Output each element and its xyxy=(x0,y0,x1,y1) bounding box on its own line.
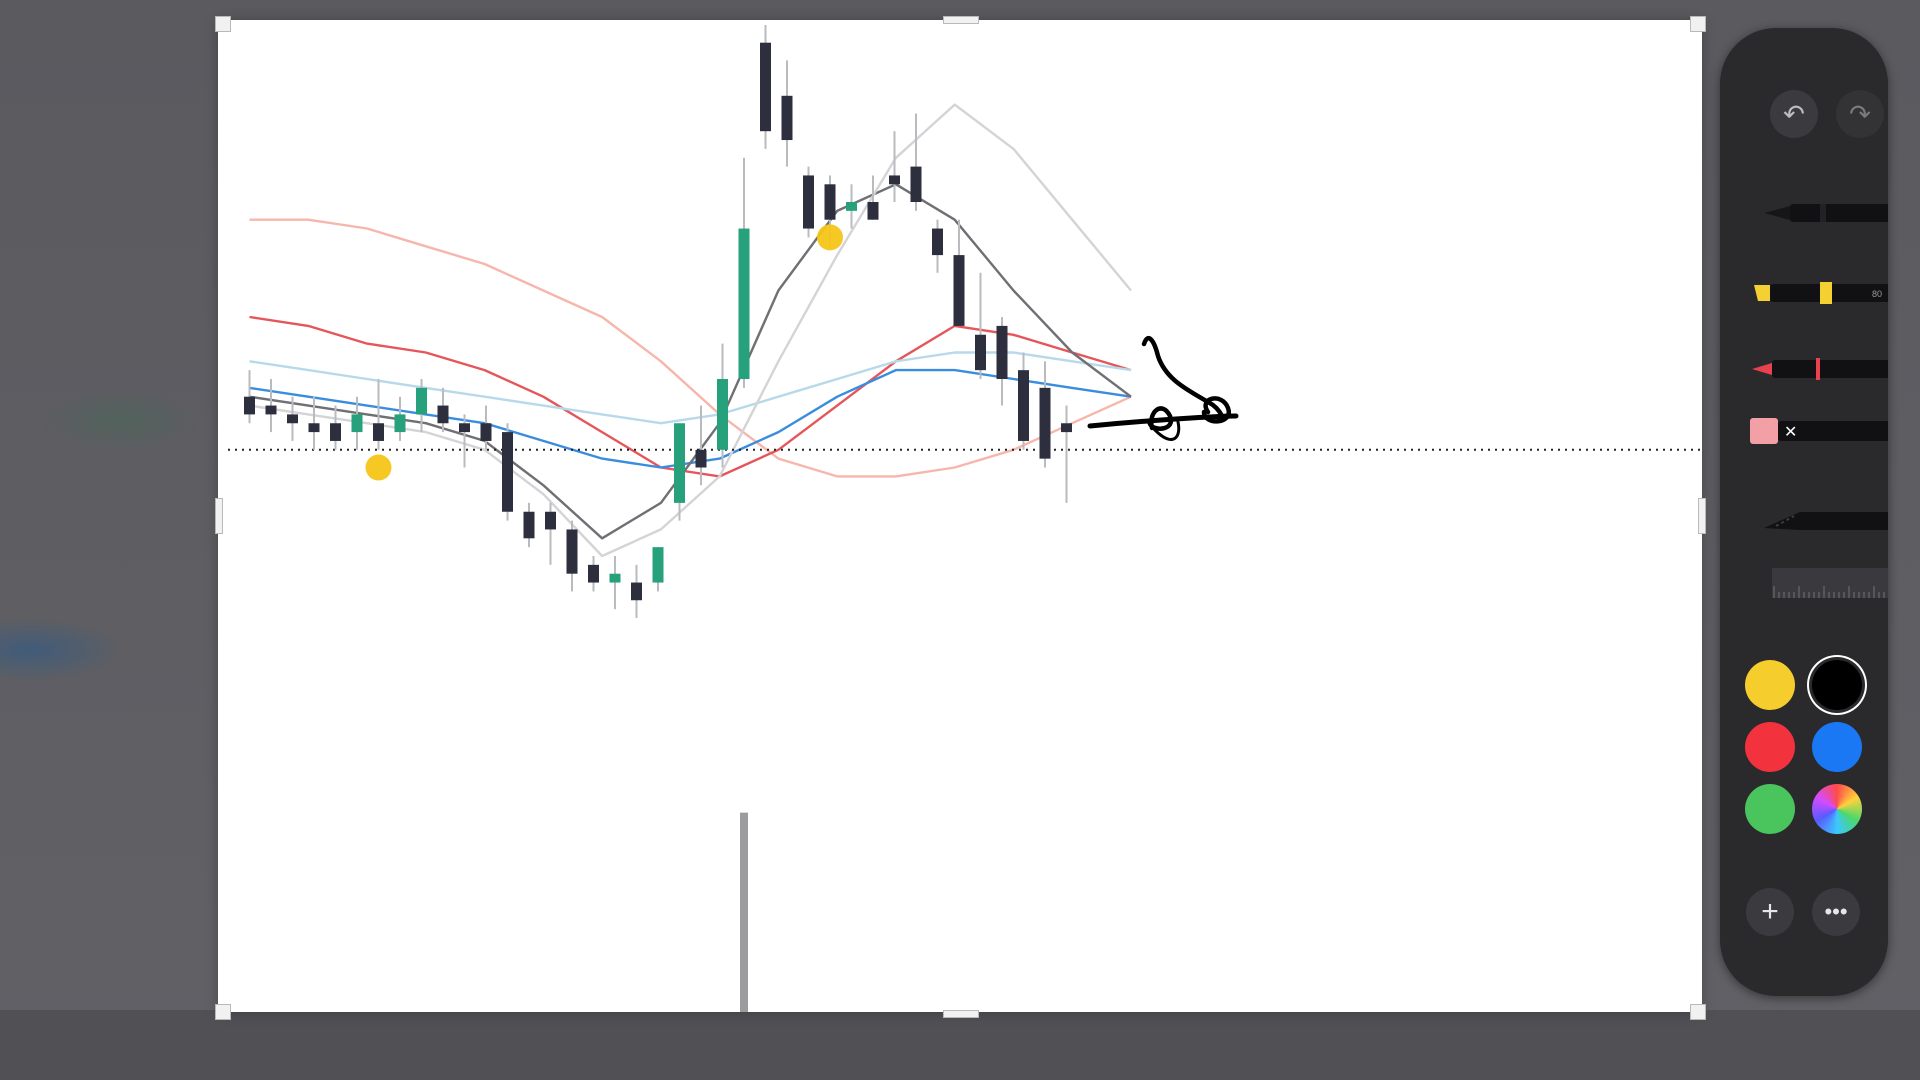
candle-body xyxy=(717,379,728,450)
candle-body xyxy=(502,432,513,512)
candle-body xyxy=(652,547,664,583)
candle-body xyxy=(781,95,793,141)
candle-body xyxy=(523,511,535,539)
crop-handle-top-right[interactable] xyxy=(1690,16,1706,32)
hand-drawn-arrowhead xyxy=(1201,396,1231,424)
candle-body xyxy=(674,423,685,503)
candle-body xyxy=(738,228,750,379)
highlighter-tool[interactable]: 80 xyxy=(1750,276,1888,310)
candle-body xyxy=(867,202,879,220)
candle-body xyxy=(437,405,449,424)
candle-body xyxy=(889,175,900,185)
candle-body xyxy=(394,414,406,433)
pen-tool-icon xyxy=(1764,204,1888,222)
candle-body xyxy=(695,449,707,468)
color-swatch-red[interactable] xyxy=(1745,722,1795,772)
candle-body xyxy=(996,325,1008,379)
undo-button[interactable]: ↶ xyxy=(1770,90,1818,138)
crop-handle-left[interactable] xyxy=(215,498,223,534)
crop-handle-bottom-left[interactable] xyxy=(215,1004,231,1020)
pen-tool[interactable] xyxy=(1750,196,1888,230)
more-button[interactable]: ••• xyxy=(1812,888,1860,936)
candle-body xyxy=(287,414,298,424)
candle-body xyxy=(308,423,320,433)
pencil-tool[interactable] xyxy=(1750,352,1888,386)
candle-body xyxy=(351,414,363,433)
eraser-tool-icon: ✕ xyxy=(1750,418,1888,444)
candle-body xyxy=(1018,370,1029,441)
volume-bar xyxy=(740,812,748,1012)
color-swatch-green[interactable] xyxy=(1745,784,1795,834)
svg-text:✕: ✕ xyxy=(1784,422,1797,441)
candle-body xyxy=(244,396,255,415)
lasso-tool[interactable] xyxy=(1750,504,1888,538)
candle-body xyxy=(760,42,771,132)
undo-icon: ↶ xyxy=(1783,98,1805,129)
candle-body xyxy=(566,529,578,574)
hand-drawn-loop xyxy=(1147,406,1174,431)
pencil-tool-icon xyxy=(1752,358,1888,380)
signal-marker xyxy=(365,454,392,481)
color-swatch-yellow[interactable] xyxy=(1745,660,1795,710)
crop-handle-top[interactable] xyxy=(943,16,979,24)
candle-body xyxy=(824,184,836,220)
moving-average-line xyxy=(249,218,1132,478)
color-swatch-black[interactable] xyxy=(1812,660,1862,710)
candle-body xyxy=(545,511,556,530)
hand-drawn-stroke xyxy=(1146,420,1181,441)
markup-toolbar: ↶ ↷ 80 ✕ xyxy=(1720,28,1888,996)
candle-body xyxy=(330,423,341,441)
color-swatch-blue[interactable] xyxy=(1812,722,1862,772)
moving-average-line xyxy=(249,315,1132,478)
candle-body xyxy=(609,573,621,583)
ruler-tool[interactable] xyxy=(1750,562,1888,622)
redo-button[interactable]: ↷ xyxy=(1836,90,1884,138)
redo-icon: ↷ xyxy=(1849,98,1871,129)
candle-body xyxy=(803,175,814,229)
add-button[interactable]: + xyxy=(1746,888,1794,936)
candle-body xyxy=(953,255,965,326)
crop-handle-bottom-right[interactable] xyxy=(1690,1004,1706,1020)
plus-icon: + xyxy=(1761,895,1779,928)
candle-body xyxy=(373,423,384,441)
candle-body xyxy=(932,228,943,256)
background-bottom-strip xyxy=(0,1010,1920,1080)
highlighter-tool-icon: 80 xyxy=(1754,282,1888,304)
crop-handle-right[interactable] xyxy=(1698,498,1706,534)
lasso-tool-icon xyxy=(1764,512,1888,530)
candle-body xyxy=(975,334,986,371)
signal-marker xyxy=(817,224,843,251)
candle-body xyxy=(1061,423,1072,433)
candle-body xyxy=(631,582,642,601)
candle-body xyxy=(416,387,427,415)
candle-body xyxy=(588,564,599,583)
candle-body xyxy=(910,166,922,202)
highlighter-opacity-label: 80 xyxy=(1872,289,1882,299)
ruler-tool-icon xyxy=(1772,568,1888,598)
crop-handle-bottom[interactable] xyxy=(943,1010,979,1018)
candle-body xyxy=(480,423,492,441)
candle-body xyxy=(846,202,857,211)
candle-body xyxy=(265,405,277,415)
color-swatch-multicolor[interactable] xyxy=(1812,784,1862,834)
ellipsis-icon: ••• xyxy=(1824,899,1848,924)
candlestick-chart xyxy=(228,25,1702,1012)
hand-drawn-curve xyxy=(1141,336,1225,419)
crop-handle-top-left[interactable] xyxy=(215,16,231,32)
eraser-tool[interactable]: ✕ xyxy=(1750,414,1888,448)
candle-body xyxy=(1039,387,1051,459)
markup-canvas[interactable] xyxy=(218,20,1702,1012)
candle-body xyxy=(459,423,470,433)
